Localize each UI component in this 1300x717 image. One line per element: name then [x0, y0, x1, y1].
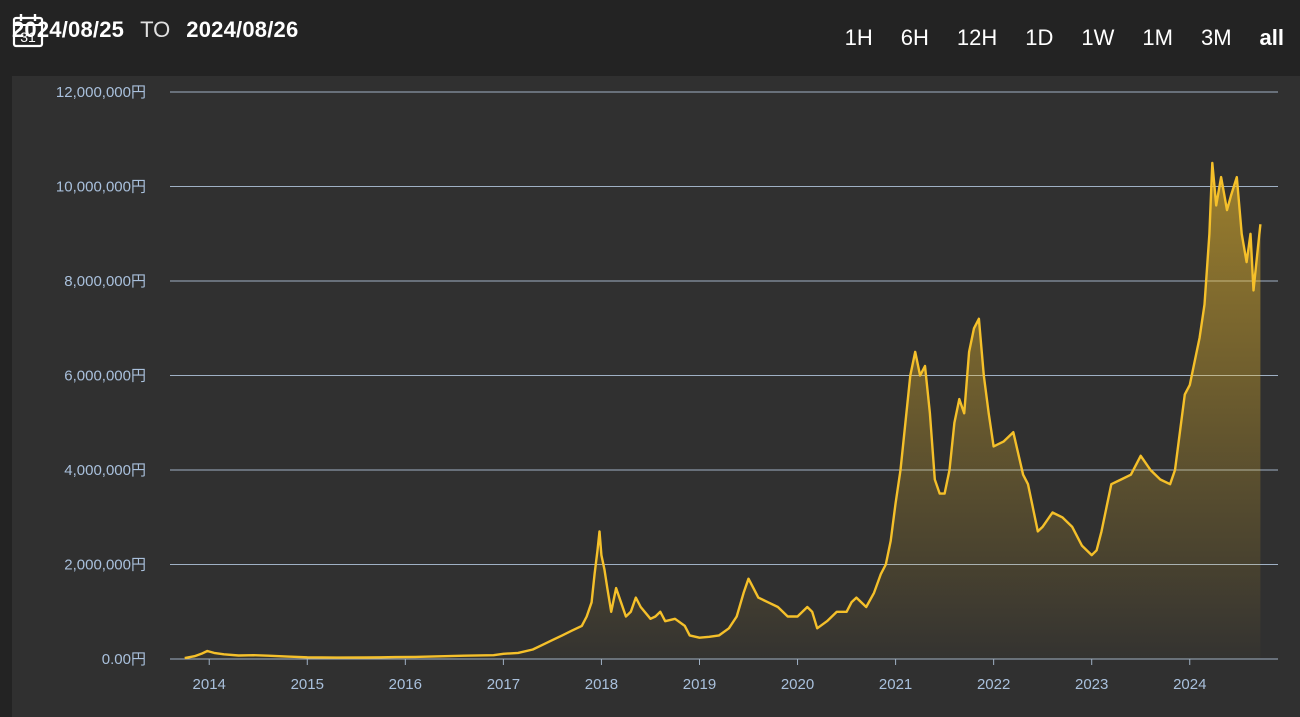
x-tick-label: 2015	[291, 676, 324, 693]
x-tick-label: 2016	[389, 676, 422, 693]
x-tick-label: 2014	[193, 676, 226, 693]
y-tick-label: 10,000,000円	[56, 179, 146, 196]
x-tick-label: 2018	[585, 676, 618, 693]
range-1d-button[interactable]: 1D	[997, 22, 1053, 54]
range-all-button[interactable]: all	[1232, 22, 1284, 54]
calendar-icon[interactable]: 31	[12, 12, 44, 48]
x-tick-label: 2021	[879, 676, 912, 693]
y-tick-label: 2,000,000円	[64, 557, 146, 574]
x-tick-label: 2022	[977, 676, 1010, 693]
range-12h-button[interactable]: 12H	[929, 22, 997, 54]
y-tick-label: 0.00円	[102, 651, 146, 668]
date-range[interactable]: 31 2024/08/25 TO 2024/08/26	[12, 12, 298, 48]
x-tick-label: 2023	[1075, 676, 1108, 693]
y-tick-label: 6,000,000円	[64, 368, 146, 385]
x-tick-label: 2024	[1173, 676, 1206, 693]
toolbar: 31 2024/08/25 TO 2024/08/26 1H 6H 12H 1D…	[0, 0, 1300, 76]
end-date[interactable]: 2024/08/26	[186, 17, 299, 42]
price-line[interactable]	[184, 161, 1262, 660]
calendar-day: 31	[20, 29, 36, 45]
range-1h-button[interactable]: 1H	[817, 22, 873, 54]
range-6h-button[interactable]: 6H	[873, 22, 929, 54]
range-1w-button[interactable]: 1W	[1053, 22, 1114, 54]
price-chart[interactable]: 0.00円 2,000,000円 4,000,000円 6,000,000円 8,000…	[12, 76, 1300, 717]
y-axis: 0.00円 2,000,000円 4,000,000円 6,000,000円 8,000…	[56, 84, 146, 668]
range-1m-button[interactable]: 1M	[1114, 22, 1173, 54]
price-area	[184, 162, 1261, 659]
y-tick-label: 12,000,000円	[56, 84, 146, 101]
range-selector: 1H 6H 12H 1D 1W 1M 3M all	[817, 22, 1284, 54]
y-tick-label: 8,000,000円	[64, 273, 146, 290]
x-tick-label: 2019	[683, 676, 716, 693]
x-axis: 2014 2015 2016 2017 2018 2019 2020 2021 2022 2023…	[193, 659, 1206, 693]
x-tick-label: 2020	[781, 676, 814, 693]
grid-lines	[170, 91, 1278, 660]
to-label: TO	[140, 17, 171, 42]
range-3m-button[interactable]: 3M	[1173, 22, 1232, 54]
y-tick-label: 4,000,000円	[64, 462, 146, 479]
price-chart-svg[interactable]: 0.00円 2,000,000円 4,000,000円 6,000,000円 8,000…	[12, 76, 1300, 717]
x-tick-label: 2017	[487, 676, 520, 693]
start-date[interactable]: 2024/08/25	[12, 17, 125, 42]
